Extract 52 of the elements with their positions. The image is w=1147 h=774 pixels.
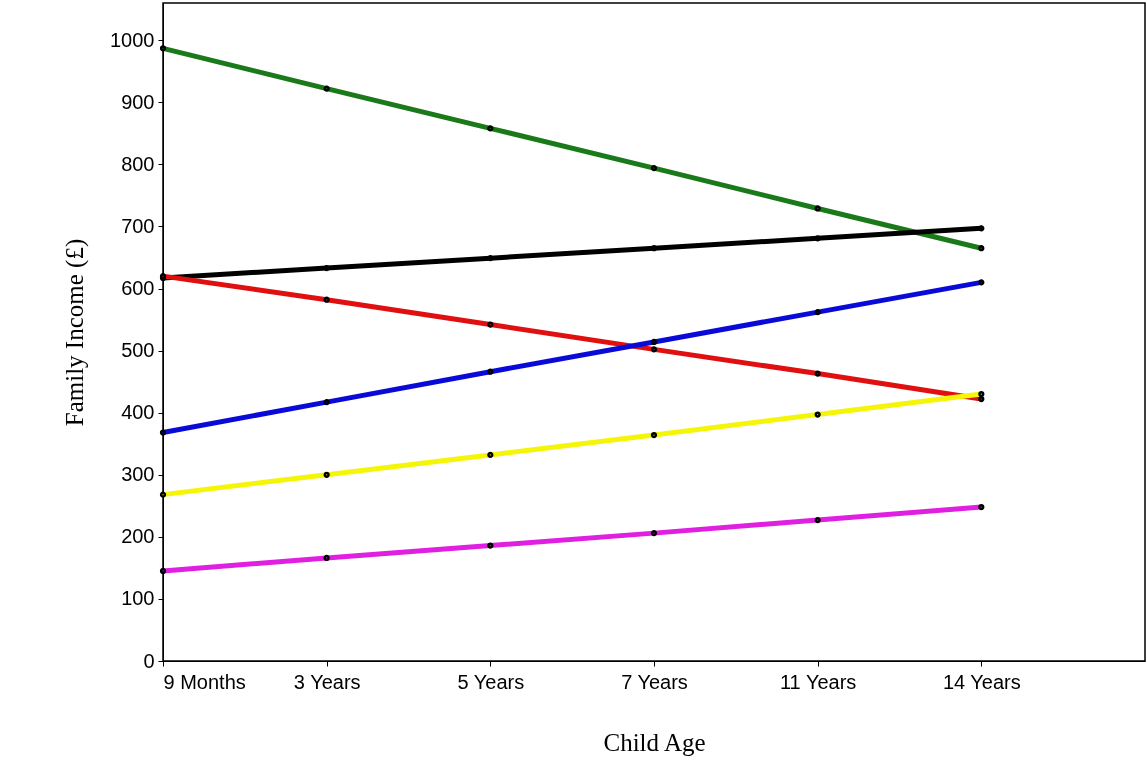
point [650, 165, 658, 172]
point [814, 205, 821, 212]
y-tick-label: 800 [121, 152, 155, 175]
y-tick-label: 700 [121, 214, 155, 237]
x-tick-label: 11 Years [779, 670, 857, 693]
point [487, 542, 494, 549]
point [814, 370, 821, 377]
x-axis-title: Child Age [603, 728, 706, 756]
point [814, 516, 821, 524]
x-tick-label: 5 Years [457, 670, 525, 693]
point [487, 321, 494, 328]
point [814, 309, 821, 316]
y-tick-label: 300 [121, 463, 155, 486]
point [650, 530, 658, 537]
point [323, 471, 330, 478]
point [159, 567, 167, 575]
point [650, 346, 658, 353]
point [814, 235, 821, 242]
point [323, 264, 330, 272]
point [323, 399, 330, 406]
point [159, 491, 167, 498]
point [487, 125, 494, 132]
y-tick-label: 900 [121, 90, 155, 113]
x-tick-label: 7 Years [621, 670, 688, 693]
point [323, 85, 330, 92]
point [978, 390, 985, 398]
point [978, 503, 985, 511]
point [814, 411, 821, 418]
point [487, 451, 494, 459]
point [650, 338, 658, 346]
y-tick-label: 400 [121, 401, 155, 424]
y-tick-label: 1000 [110, 28, 155, 51]
point [159, 429, 167, 436]
y-tick-label: 100 [121, 587, 155, 610]
point [487, 368, 494, 375]
y-tick-label: 500 [121, 339, 155, 362]
y-axis-title: Family Income (£) [61, 238, 90, 427]
x-tick-label: 9 Months [163, 670, 246, 693]
point [978, 395, 985, 403]
y-tick-label: 0 [143, 649, 155, 672]
x-tick-label: 14 Years [942, 670, 1021, 693]
point [978, 279, 985, 286]
point [323, 554, 330, 562]
y-tick-label: 600 [121, 277, 155, 300]
point [487, 255, 494, 262]
point [159, 45, 167, 52]
x-tick-label: 3 Years [293, 670, 361, 693]
y-tick-label: 200 [121, 525, 155, 548]
point [323, 296, 330, 303]
point [978, 245, 985, 252]
point [978, 225, 985, 232]
point [650, 431, 658, 439]
